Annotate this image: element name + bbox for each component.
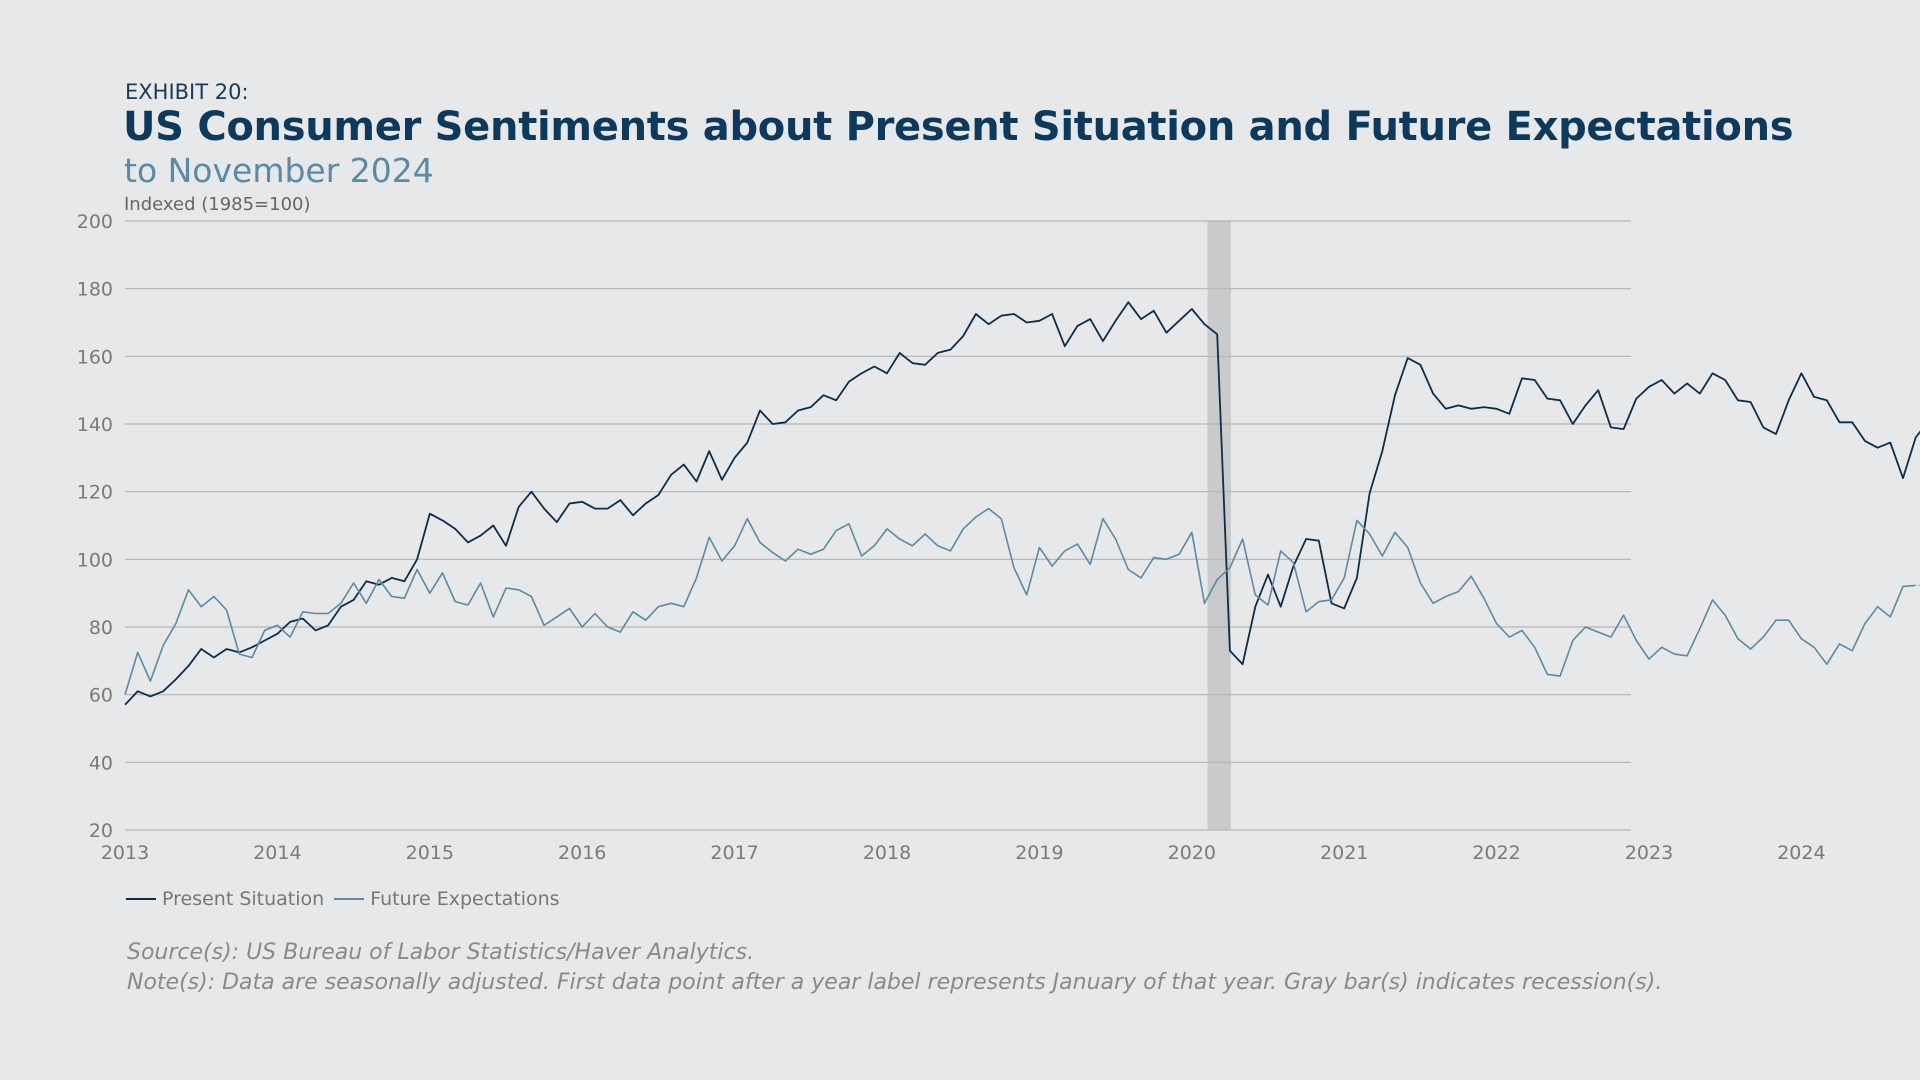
x-tick-label: 2016 [558, 842, 606, 864]
x-tick-label: 2021 [1320, 842, 1368, 864]
source-note: Source(s): US Bureau of Labor Statistics… [127, 940, 755, 965]
legend: Present Situation Future Expectations [126, 888, 570, 910]
y-tick-labels: 20 40 60 80 100 120 140 160 180 200 [77, 211, 113, 842]
series-line-present [124, 301, 1920, 706]
y-tick-label: 180 [77, 279, 113, 301]
legend-item-present: Present Situation [126, 888, 324, 910]
legend-label-present: Present Situation [162, 888, 325, 910]
gridlines [125, 220, 1631, 831]
x-tick-label: 2023 [1625, 842, 1673, 864]
legend-item-future: Future Expectations [334, 888, 560, 910]
x-tick-label: 2017 [710, 842, 758, 864]
y-tick-label: 140 [77, 414, 113, 436]
series-line-future [124, 507, 1916, 695]
chart-subtitle: to November 2024 [124, 151, 434, 190]
y-tick-label: 100 [77, 549, 113, 571]
y-tick-label: 200 [77, 211, 113, 233]
y-tick-label: 80 [89, 617, 113, 639]
chart-title: US Consumer Sentiments about Present Sit… [123, 104, 1794, 150]
y-tick-label: 20 [89, 820, 113, 842]
series-lines [124, 301, 1920, 706]
y-tick-label: 60 [89, 685, 113, 707]
footnote: Note(s): Data are seasonally adjusted. F… [127, 970, 1663, 995]
exhibit-label: EXHIBIT 20: [125, 80, 249, 104]
y-tick-label: 160 [77, 346, 113, 368]
y-tick-label: 120 [77, 482, 113, 504]
legend-swatch-present [126, 898, 156, 900]
y-tick-label: 40 [89, 752, 113, 774]
x-tick-label: 2019 [1015, 842, 1063, 864]
x-tick-label: 2015 [406, 842, 454, 864]
x-tick-label: 2024 [1777, 842, 1825, 864]
x-tick-label: 2020 [1168, 842, 1216, 864]
legend-swatch-future [334, 898, 365, 900]
x-tick-label: 2013 [101, 842, 149, 864]
x-tick-label: 2022 [1472, 842, 1520, 864]
y-axis-label: Indexed (1985=100) [124, 194, 311, 215]
x-tick-label: 2018 [863, 842, 911, 864]
legend-label-future: Future Expectations [370, 888, 560, 910]
recession-band-layer [1207, 221, 1231, 830]
x-tick-labels: 2013 2014 2015 2016 2017 2018 2019 2020 2021 2022… [101, 842, 1826, 864]
x-tick-label: 2014 [253, 842, 301, 864]
recession-band-0 [1207, 221, 1231, 830]
